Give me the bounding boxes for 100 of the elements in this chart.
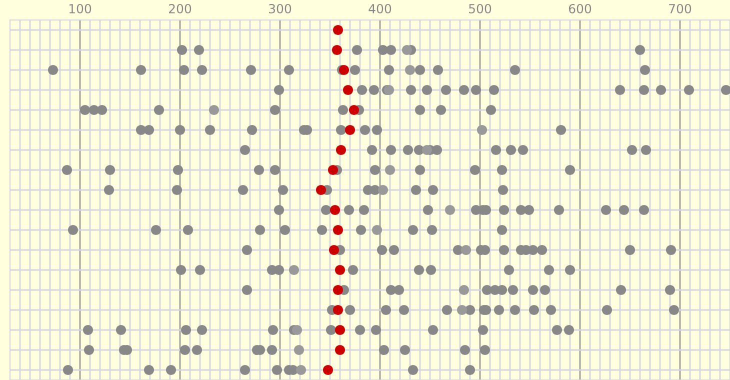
- point: [246, 124, 258, 136]
- point: [504, 264, 514, 276]
- point: [528, 304, 540, 316]
- point: [180, 324, 192, 336]
- point: [470, 164, 480, 176]
- point: [546, 304, 556, 316]
- point: [136, 64, 146, 76]
- point: [482, 284, 492, 296]
- point: [428, 184, 438, 196]
- point: [84, 344, 94, 356]
- point: [490, 144, 502, 156]
- point: [498, 244, 510, 256]
- point: [510, 304, 520, 316]
- point: [254, 224, 266, 236]
- point: [316, 224, 328, 236]
- point: [372, 224, 382, 236]
- point: [406, 84, 416, 96]
- point: [334, 344, 346, 356]
- point: [428, 324, 438, 336]
- point: [408, 224, 418, 236]
- point: [556, 124, 566, 136]
- point: [410, 184, 422, 196]
- point: [440, 84, 452, 96]
- point: [414, 144, 424, 156]
- point: [178, 64, 190, 76]
- point: [452, 244, 464, 256]
- point: [460, 344, 470, 356]
- point: [536, 244, 548, 256]
- point: [564, 264, 576, 276]
- point: [384, 164, 396, 176]
- point: [666, 244, 676, 256]
- point: [288, 264, 300, 276]
- point: [338, 104, 348, 116]
- point: [370, 324, 382, 336]
- point: [360, 124, 370, 136]
- point: [720, 84, 730, 96]
- point: [508, 284, 518, 296]
- point: [436, 104, 446, 116]
- point: [278, 184, 288, 196]
- point: [194, 264, 206, 276]
- point: [192, 344, 202, 356]
- point: [328, 164, 338, 176]
- point: [176, 44, 188, 56]
- point: [48, 64, 58, 76]
- point: [528, 284, 538, 296]
- point: [316, 184, 326, 196]
- point: [246, 64, 256, 76]
- x-tick-label: 100: [69, 4, 92, 14]
- point: [280, 224, 290, 236]
- point: [386, 144, 396, 156]
- point: [442, 304, 452, 316]
- point: [320, 204, 332, 216]
- point: [358, 204, 370, 216]
- x-tick-label: 500: [469, 4, 492, 14]
- point: [422, 84, 432, 96]
- point: [336, 124, 346, 136]
- point: [80, 104, 90, 116]
- point: [68, 224, 78, 236]
- point: [386, 284, 396, 296]
- point: [378, 184, 388, 196]
- point: [82, 324, 94, 336]
- x-tick-label: 400: [368, 4, 392, 14]
- point: [616, 284, 626, 296]
- point: [268, 324, 278, 336]
- point: [332, 284, 344, 296]
- point: [402, 44, 412, 56]
- point: [386, 44, 396, 56]
- point: [388, 244, 400, 256]
- point: [414, 64, 426, 76]
- point: [270, 164, 280, 176]
- point: [344, 304, 356, 316]
- point: [272, 364, 282, 376]
- point: [602, 304, 612, 316]
- point: [498, 184, 508, 196]
- point: [378, 344, 390, 356]
- point: [344, 124, 356, 136]
- point: [274, 204, 284, 216]
- point: [144, 364, 154, 376]
- point: [488, 84, 500, 96]
- point: [380, 304, 392, 316]
- point: [426, 224, 438, 236]
- point: [432, 64, 444, 76]
- point: [398, 304, 410, 316]
- point: [354, 324, 366, 336]
- point: [486, 104, 496, 116]
- point: [494, 304, 504, 316]
- point: [322, 364, 334, 376]
- point: [334, 264, 346, 276]
- point: [116, 324, 126, 336]
- point: [456, 304, 468, 316]
- point: [62, 164, 72, 176]
- point: [332, 44, 342, 56]
- point: [352, 44, 362, 56]
- point: [180, 344, 190, 356]
- x-tick-label: 700: [669, 4, 692, 14]
- point: [378, 44, 388, 56]
- point: [422, 144, 432, 156]
- point: [516, 204, 526, 216]
- point: [426, 264, 436, 276]
- point: [464, 364, 476, 376]
